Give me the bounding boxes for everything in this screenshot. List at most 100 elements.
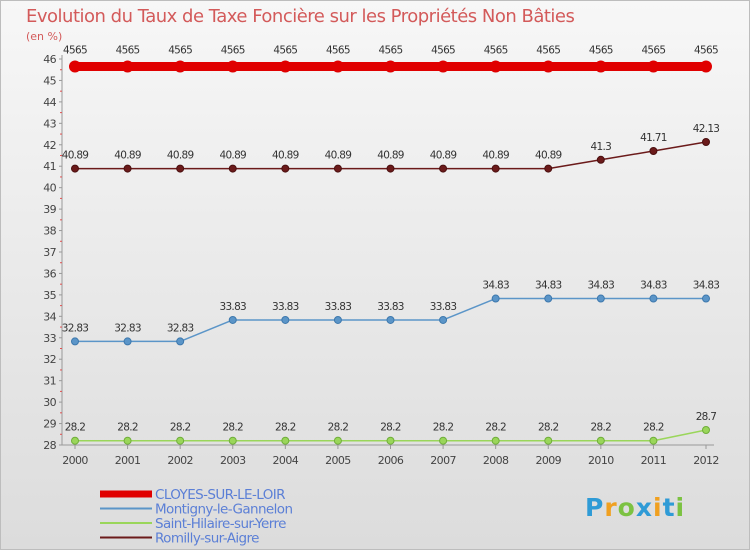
data-label: 28.2 — [170, 422, 191, 434]
data-point — [71, 436, 79, 445]
x-tick-label: 2006 — [378, 454, 404, 467]
data-point — [228, 436, 237, 445]
legend-label: CLOYES-SUR-LE-LOIR — [155, 487, 285, 503]
logo-letter: r — [604, 493, 617, 522]
data-point — [123, 436, 132, 445]
data-point — [702, 425, 710, 434]
data-label: 4565 — [431, 45, 455, 57]
series-saint-hilaire-sur-yerre: 28.2 28.2 28.2 28.2 28.2 28.2 28.2 28.2 28.2 28.2… — [65, 411, 717, 445]
data-point — [176, 164, 185, 173]
data-point — [594, 60, 607, 73]
series-cloyes-sur-le-loir: 4565 4565 4565 4565 4565 4565 4565 4565 4565 4565… — [63, 45, 719, 73]
data-point — [439, 164, 448, 173]
data-label: 40.89 — [325, 150, 352, 162]
x-tick-label: 2012 — [693, 454, 719, 467]
data-label: 28.2 — [643, 422, 664, 434]
data-label: 33.83 — [272, 301, 299, 313]
data-label: 33.83 — [325, 301, 352, 313]
data-point — [123, 337, 132, 346]
logo-letter: i — [676, 493, 686, 522]
y-tick-label: 31 — [43, 375, 56, 388]
data-label: 32.83 — [114, 322, 141, 334]
data-point — [489, 60, 502, 73]
legend-label: Montigny-le-Gannelon — [155, 502, 292, 518]
data-label: 28.2 — [485, 422, 506, 434]
data-label: 40.89 — [535, 150, 562, 162]
data-label: 28.2 — [538, 422, 559, 434]
y-tick-label: 28 — [43, 439, 56, 452]
logo-letter: P — [585, 493, 604, 522]
data-label: 40.89 — [62, 150, 89, 162]
data-label: 34.83 — [535, 280, 562, 292]
data-label: 4565 — [116, 45, 140, 57]
data-point — [384, 60, 397, 73]
logo-letter: x — [636, 493, 653, 522]
data-label: 33.83 — [377, 301, 404, 313]
data-point — [69, 60, 81, 73]
x-tick-label: 2004 — [273, 454, 299, 467]
data-point — [331, 60, 344, 73]
data-label: 28.2 — [328, 422, 349, 434]
chart-title: Evolution du Taux de Taxe Foncière sur l… — [26, 6, 574, 27]
data-label: 33.83 — [430, 301, 457, 313]
data-label: 42.13 — [693, 123, 720, 135]
data-label: 28.7 — [696, 411, 717, 423]
y-tick-label: 30 — [43, 396, 56, 409]
data-point — [437, 60, 450, 73]
data-point — [174, 60, 187, 73]
y-tick-label: 44 — [43, 96, 56, 109]
data-point — [333, 315, 342, 324]
x-tick-label: 2003 — [220, 454, 246, 467]
data-point — [647, 60, 660, 73]
y-tick-label: 41 — [43, 160, 56, 173]
y-tick-label: 40 — [43, 182, 56, 195]
data-point — [281, 315, 290, 324]
legend: CLOYES-SUR-LE-LOIRMontigny-le-GannelonSa… — [100, 487, 293, 547]
legend-item: Montigny-le-Gannelon — [100, 502, 293, 518]
x-tick-label: 2008 — [483, 454, 509, 467]
y-tick-label: 45 — [43, 74, 56, 87]
data-point — [71, 337, 79, 346]
data-point — [333, 164, 342, 173]
y-tick-label: 36 — [43, 267, 56, 280]
data-point — [281, 164, 290, 173]
data-point — [226, 60, 239, 73]
logo-text: Proxiti — [585, 493, 685, 522]
y-tick-label: 35 — [43, 289, 56, 302]
data-point — [121, 60, 134, 73]
data-label: 4565 — [484, 45, 508, 57]
data-point — [176, 436, 185, 445]
data-point — [386, 315, 395, 324]
data-point — [228, 164, 237, 173]
logo-letter: i — [653, 493, 663, 522]
data-label: 28.2 — [380, 422, 401, 434]
y-tick-label: 33 — [43, 332, 56, 345]
data-point — [544, 436, 553, 445]
data-label: 4565 — [326, 45, 350, 57]
data-point — [596, 294, 605, 303]
y-tick-label: 39 — [43, 203, 56, 216]
logo-letter: t — [663, 493, 676, 522]
series-montigny-le-gannelon: 32.83 32.83 32.83 33.83 33.83 33.83 33.83 33.83… — [62, 280, 720, 346]
y-tick-label: 43 — [43, 117, 56, 130]
data-label: 4565 — [379, 45, 403, 57]
data-label: 4565 — [221, 45, 245, 57]
y-tick-label: 42 — [43, 139, 56, 152]
unit-label: (en %) — [26, 30, 62, 43]
proxiti-logo: Proxiti — [585, 493, 685, 522]
data-label: 4565 — [536, 45, 560, 57]
data-point — [649, 294, 658, 303]
data-point — [281, 436, 290, 445]
x-tick-label: 2009 — [535, 454, 561, 467]
data-point — [386, 164, 395, 173]
data-point — [439, 315, 448, 324]
data-point — [596, 155, 605, 164]
x-tick-label: 2001 — [115, 454, 141, 467]
data-label: 40.89 — [167, 150, 194, 162]
x-tick-label: 2005 — [325, 454, 351, 467]
data-label: 34.83 — [588, 280, 615, 292]
data-label: 32.83 — [167, 322, 194, 334]
data-label: 33.83 — [219, 301, 246, 313]
data-label: 28.2 — [275, 422, 296, 434]
